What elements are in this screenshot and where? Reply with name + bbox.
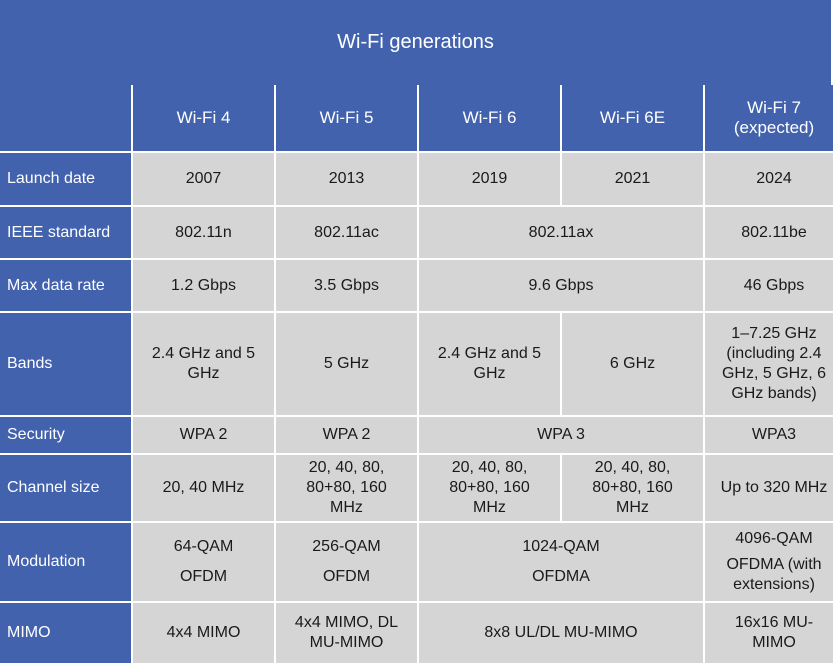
launch-date-wifi4: 2007 xyxy=(133,153,274,205)
bands-wifi5: 5 GHz xyxy=(276,313,417,415)
mimo-wifi7: 16x16 MU-MIMO xyxy=(705,603,833,663)
ieee-standard-wifi7: 802.11be xyxy=(705,207,833,258)
modulation-wifi5: 256-QAM OFDM xyxy=(276,523,417,601)
mimo-wifi5: 4x4 MIMO, DL MU-MIMO xyxy=(276,603,417,663)
modulation-wifi7-scheme: OFDMA (with extensions) xyxy=(726,556,822,593)
launch-date-wifi7: 2024 xyxy=(705,153,833,205)
max-data-rate-wifi6-6e: 9.6 Gbps xyxy=(419,260,703,311)
row-label-mimo: MIMO xyxy=(0,603,131,663)
channel-size-wifi6: 20, 40, 80, 80+80, 160 MHz xyxy=(419,455,560,521)
modulation-wifi7-qam: 4096-QAM xyxy=(735,530,813,547)
modulation-wifi5-scheme: OFDM xyxy=(322,568,371,585)
bands-wifi7: 1–7.25 GHz (including 2.4 GHz, 5 GHz, 6 … xyxy=(705,313,833,415)
mimo-wifi6-6e: 8x8 UL/DL MU-MIMO xyxy=(419,603,703,663)
bands-wifi4: 2.4 GHz and 5 GHz xyxy=(133,313,274,415)
row-label-modulation: Modulation xyxy=(0,523,131,601)
column-header-wifi6: Wi-Fi 6 xyxy=(419,85,560,151)
mimo-wifi4: 4x4 MIMO xyxy=(133,603,274,663)
modulation-wifi7: 4096-QAM OFDMA (with extensions) xyxy=(705,523,833,601)
modulation-wifi4-qam: 64-QAM xyxy=(173,538,234,555)
channel-size-wifi4: 20, 40 MHz xyxy=(133,455,274,521)
column-header-wifi7: Wi-Fi 7 (expected) xyxy=(705,85,833,151)
security-wifi6-6e: WPA 3 xyxy=(419,417,703,453)
channel-size-wifi5: 20, 40, 80, 80+80, 160 MHz xyxy=(276,455,417,521)
modulation-wifi4-scheme: OFDM xyxy=(179,568,228,585)
security-wifi7: WPA3 xyxy=(705,417,833,453)
bands-wifi6: 2.4 GHz and 5 GHz xyxy=(419,313,560,415)
ieee-standard-wifi4: 802.11n xyxy=(133,207,274,258)
ieee-standard-wifi5: 802.11ac xyxy=(276,207,417,258)
launch-date-wifi6: 2019 xyxy=(419,153,560,205)
bands-wifi6e: 6 GHz xyxy=(562,313,703,415)
modulation-wifi6-6e: 1024-QAM OFDMA xyxy=(419,523,703,601)
row-label-channel-size: Channel size xyxy=(0,455,131,521)
column-header-wifi5: Wi-Fi 5 xyxy=(276,85,417,151)
ieee-standard-wifi6-6e: 802.11ax xyxy=(419,207,703,258)
launch-date-wifi5: 2013 xyxy=(276,153,417,205)
security-wifi4: WPA 2 xyxy=(133,417,274,453)
max-data-rate-wifi5: 3.5 Gbps xyxy=(276,260,417,311)
column-header-wifi4: Wi-Fi 4 xyxy=(133,85,274,151)
max-data-rate-wifi4: 1.2 Gbps xyxy=(133,260,274,311)
row-label-ieee-standard: IEEE standard xyxy=(0,207,131,258)
header-corner xyxy=(0,85,131,151)
channel-size-wifi6e: 20, 40, 80, 80+80, 160 MHz xyxy=(562,455,703,521)
modulation-wifi6-6e-scheme: OFDMA xyxy=(532,568,590,585)
row-label-security: Security xyxy=(0,417,131,453)
security-wifi5: WPA 2 xyxy=(276,417,417,453)
max-data-rate-wifi7: 46 Gbps xyxy=(705,260,833,311)
wifi-generations-table: Wi-Fi 4 Wi-Fi 5 Wi-Fi 6 Wi-Fi 6E Wi-Fi 7… xyxy=(0,85,833,663)
row-label-max-data-rate: Max data rate xyxy=(0,260,131,311)
channel-size-wifi7: Up to 320 MHz xyxy=(705,455,833,521)
modulation-wifi5-qam: 256-QAM xyxy=(312,538,381,555)
modulation-wifi6-6e-qam: 1024-QAM xyxy=(522,538,600,555)
row-label-launch-date: Launch date xyxy=(0,153,131,205)
row-label-bands: Bands xyxy=(0,313,131,415)
column-header-wifi6e: Wi-Fi 6E xyxy=(562,85,703,151)
modulation-wifi4: 64-QAM OFDM xyxy=(133,523,274,601)
table-title: Wi-Fi generations xyxy=(0,0,833,85)
launch-date-wifi6e: 2021 xyxy=(562,153,703,205)
